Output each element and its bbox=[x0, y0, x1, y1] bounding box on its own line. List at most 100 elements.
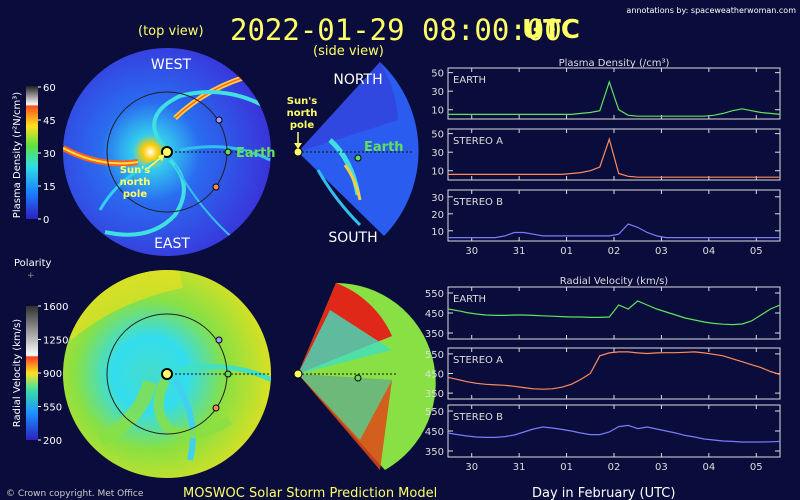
polarity-marker-icon: + bbox=[27, 271, 35, 281]
velocity-colorbar bbox=[26, 306, 38, 440]
density-colorbar-tick-label: 15 bbox=[43, 182, 56, 193]
x-tick-label: 05 bbox=[750, 462, 763, 473]
y-tick-label: 10 bbox=[431, 106, 444, 117]
density-colorbar-label: Plasma Density (r²N/cm³) bbox=[12, 92, 23, 219]
y-tick-label: 50 bbox=[431, 69, 444, 80]
svg-text:north: north bbox=[287, 108, 318, 119]
earth-marker-top bbox=[224, 148, 232, 156]
x-tick-label: 30 bbox=[465, 462, 478, 473]
chart-title: Radial Velocity (km/s) bbox=[560, 276, 668, 287]
panel-frame bbox=[447, 286, 781, 340]
velocity-colorbar-tick-label: 200 bbox=[43, 436, 62, 447]
y-tick-label: 450 bbox=[425, 309, 444, 320]
x-tick-label: 31 bbox=[513, 462, 526, 473]
top-view-label: (top view) bbox=[138, 24, 204, 39]
velocity-colorbar-tick-label: 550 bbox=[43, 403, 62, 414]
y-tick-label: 550 bbox=[425, 350, 444, 361]
density-chart: Plasma Density (/cm³) 50 30 10 EARTH 50 30 10 ST… bbox=[431, 58, 781, 257]
density-colorbar bbox=[26, 86, 38, 219]
y-tick-label: 50 bbox=[431, 130, 444, 141]
stereo-b-marker-top bbox=[215, 116, 223, 124]
panel-stereo-a: 550 450 350 STEREO A bbox=[425, 347, 781, 400]
x-tick-label: 01 bbox=[560, 462, 573, 473]
y-tick-label: 30 bbox=[431, 148, 444, 159]
y-tick-label: 550 bbox=[425, 407, 444, 418]
velocity-colorbar-label: Radial Velocity (km/s) bbox=[12, 319, 23, 427]
panel-name: EARTH bbox=[453, 75, 486, 86]
series-line-stereo-b bbox=[448, 223, 780, 239]
time-series-charts: Plasma Density (/cm³) 50 30 10 EARTH 50 30 10 ST… bbox=[425, 58, 781, 473]
east-label: EAST bbox=[154, 236, 190, 252]
panel-name: STEREO A bbox=[453, 136, 503, 147]
velocity-colorbar-ticks: 1600 1250 900 550 200 bbox=[38, 302, 68, 447]
x-tick-label: 03 bbox=[655, 246, 668, 257]
sun-pole-annotation-side: Sun's north pole bbox=[287, 96, 318, 149]
y-tick-label: 10 bbox=[431, 167, 444, 178]
density-colorbar-tick-label: 0 bbox=[43, 215, 49, 226]
series-line-stereo-a bbox=[448, 137, 780, 178]
density-top-view bbox=[63, 48, 272, 256]
svg-text:pole: pole bbox=[123, 189, 147, 200]
polarity-label: Polarity bbox=[14, 258, 52, 269]
velocity-side-view bbox=[293, 283, 436, 470]
y-tick-label: 550 bbox=[425, 289, 444, 300]
svg-text:north: north bbox=[120, 177, 151, 188]
svg-text:pole: pole bbox=[290, 120, 314, 131]
series-line-stereo-b bbox=[447, 424, 781, 443]
x-tick-label: 01 bbox=[560, 246, 573, 257]
y-tick-label: 350 bbox=[425, 329, 444, 340]
series-line-earth bbox=[448, 80, 781, 117]
series-line-stereo-a bbox=[447, 351, 781, 390]
velocity-colorbar-tick-label: 1250 bbox=[43, 336, 68, 347]
panel-stereo-b: 550 450 350 STEREO B 30 31 01 02 03 04 05 bbox=[425, 404, 781, 473]
panel-name: STEREO A bbox=[453, 355, 503, 366]
y-tick-label: 20 bbox=[431, 210, 444, 221]
panel-name: EARTH bbox=[453, 294, 486, 305]
panel-earth: 550 450 350 EARTH bbox=[425, 286, 781, 340]
x-tick-label: 31 bbox=[513, 246, 526, 257]
xaxis-label: Day in February (UTC) bbox=[532, 486, 675, 500]
x-tick-label: 30 bbox=[465, 246, 478, 257]
panel-earth: 50 30 10 EARTH bbox=[431, 67, 781, 120]
timezone-label: UTC bbox=[522, 15, 580, 45]
earth-label-side: Earth bbox=[364, 140, 404, 155]
stereo-a-marker-top bbox=[212, 183, 220, 191]
x-tick-label: 04 bbox=[702, 462, 715, 473]
y-tick-label: 30 bbox=[431, 193, 444, 204]
density-colorbar-tick-label: 60 bbox=[43, 83, 56, 94]
density-colorbar-tick-label: 45 bbox=[43, 116, 56, 127]
velocity-chart: Radial Velocity (km/s) 550 450 350 EARTH 550 4… bbox=[425, 276, 781, 473]
density-colorbar-tick-label: 30 bbox=[43, 149, 56, 160]
north-label: NORTH bbox=[333, 72, 382, 88]
svg-text:Sun's: Sun's bbox=[120, 165, 151, 176]
chart-title: Plasma Density (/cm³) bbox=[559, 58, 670, 69]
x-tick-label: 02 bbox=[608, 462, 621, 473]
panel-name: STEREO B bbox=[453, 412, 503, 423]
density-side-view bbox=[293, 62, 419, 236]
datetime-title: 2022-01-29 08:00:00 bbox=[230, 13, 562, 47]
earth-label-top: Earth bbox=[236, 146, 276, 161]
density-colorbar-ticks: 60 45 30 15 0 bbox=[38, 83, 56, 226]
velocity-colorbar-tick-label: 1600 bbox=[43, 302, 68, 313]
y-tick-label: 350 bbox=[425, 447, 444, 458]
x-tick-label: 05 bbox=[750, 246, 763, 257]
y-tick-label: 350 bbox=[425, 389, 444, 400]
copyright-text: © Crown copyright. Met Office bbox=[6, 489, 144, 499]
panel-name: STEREO B bbox=[453, 197, 503, 208]
velocity-colorbar-tick-label: 900 bbox=[43, 369, 62, 380]
y-tick-label: 450 bbox=[425, 427, 444, 438]
panel-stereo-b: 30 20 10 STEREO B 30 31 01 02 03 04 05 bbox=[431, 189, 781, 257]
y-tick-label: 450 bbox=[425, 370, 444, 381]
y-tick-label: 30 bbox=[431, 87, 444, 98]
velocity-top-view bbox=[63, 270, 272, 478]
x-tick-label: 02 bbox=[608, 246, 621, 257]
model-title: MOSWOC Solar Storm Prediction Model bbox=[183, 486, 437, 500]
annotations-credit: annotations by: spaceweatherwoman.com bbox=[626, 6, 796, 15]
sun-pole-annotation-top: Sun's north pole bbox=[120, 154, 165, 200]
series-line-earth bbox=[447, 300, 781, 326]
south-label: SOUTH bbox=[328, 230, 377, 246]
x-tick-label: 03 bbox=[655, 462, 668, 473]
side-view-label: (side view) bbox=[313, 44, 384, 59]
west-label: WEST bbox=[151, 57, 192, 73]
